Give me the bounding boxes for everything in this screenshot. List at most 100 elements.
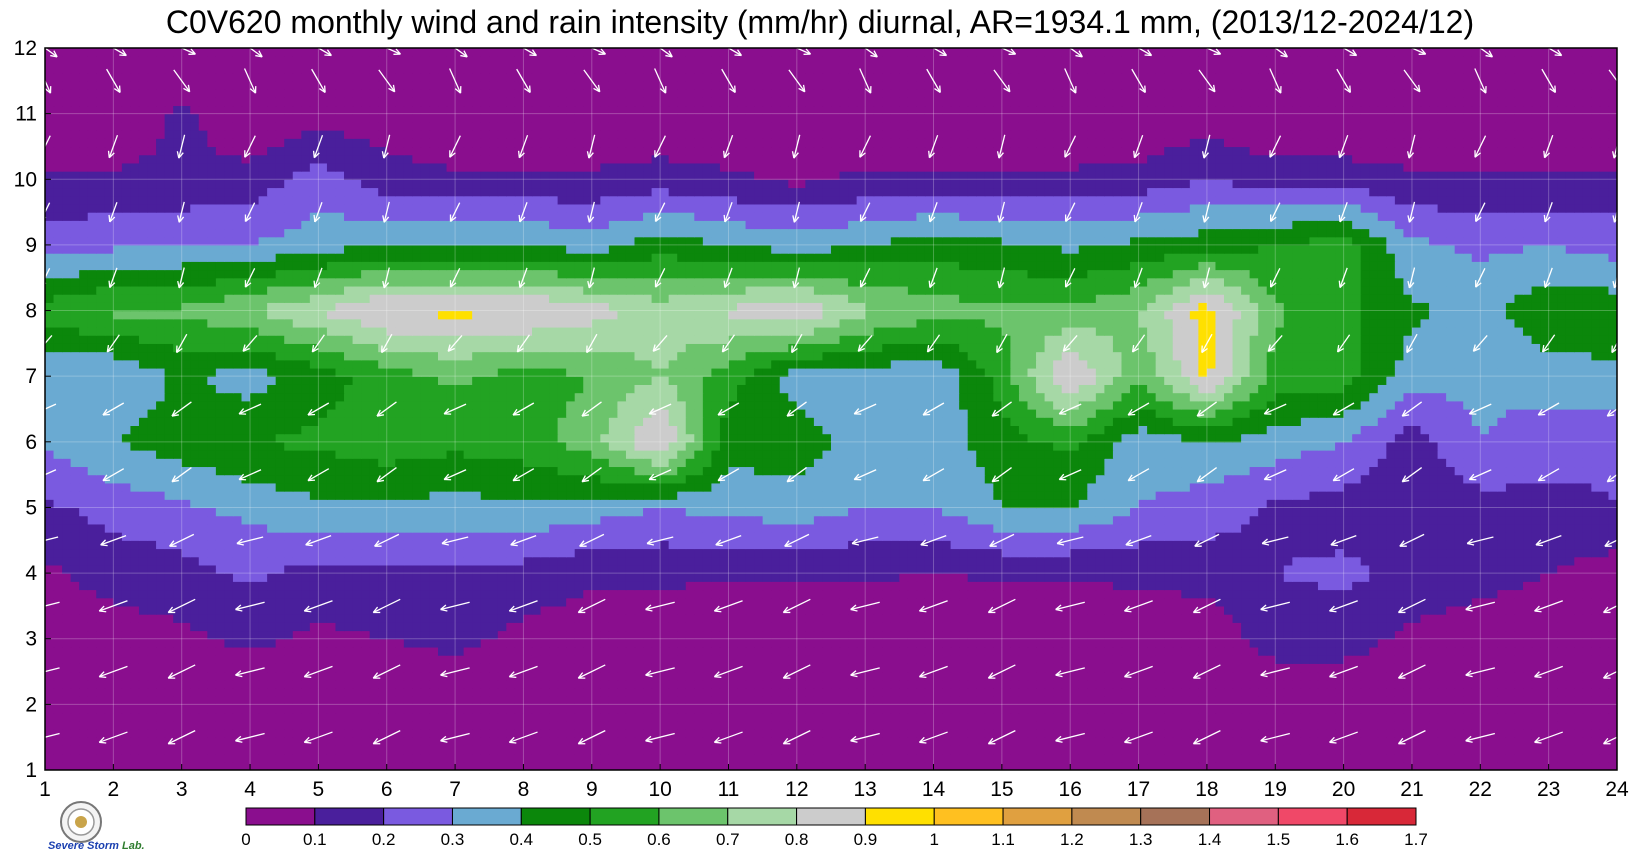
heat-cell [335, 712, 345, 722]
heat-cell [762, 704, 772, 714]
heat-cell [677, 548, 687, 558]
heat-cell [1164, 581, 1174, 591]
heat-cell [1317, 737, 1328, 746]
heat-cell [1241, 671, 1251, 681]
heat-cell [745, 761, 755, 770]
heat-cell [138, 761, 149, 770]
heat-cell [1061, 704, 1071, 714]
heat-cell [745, 622, 755, 632]
heat-cell [1258, 704, 1268, 714]
heat-cell [1036, 614, 1046, 623]
heat-cell [1181, 581, 1191, 591]
heat-cell [1540, 556, 1550, 566]
heat-cell [1557, 696, 1567, 705]
heat-cell [361, 622, 371, 632]
heat-cell [361, 548, 371, 558]
heat-cell [745, 605, 755, 615]
heat-cell [1514, 548, 1524, 558]
heat-cell [309, 761, 319, 770]
heat-cell [899, 614, 909, 623]
heat-cell [1488, 581, 1498, 591]
heat-cell [352, 622, 362, 632]
heat-cell [164, 696, 174, 705]
heat-cell [651, 597, 661, 607]
heat-cell [173, 663, 183, 673]
heat-cell [745, 745, 755, 755]
heat-cell [1181, 761, 1191, 770]
heat-cell [1121, 761, 1131, 770]
heat-cell [617, 655, 627, 664]
heat-cell [831, 753, 841, 763]
heat-cell [1147, 564, 1157, 574]
heat-cell [1053, 712, 1063, 722]
heat-cell [241, 556, 251, 566]
heat-cell [1070, 696, 1080, 705]
heat-cell [924, 655, 935, 664]
heat-cell [1488, 605, 1498, 615]
heat-cell [53, 704, 63, 714]
heat-cell [335, 704, 345, 714]
heat-cell [1001, 753, 1012, 763]
heat-cell [1505, 573, 1516, 582]
heat-cell [62, 581, 72, 591]
heat-cell [164, 622, 174, 632]
heat-cell [822, 696, 832, 705]
heat-cell [403, 687, 413, 697]
heat-cell [779, 753, 789, 763]
heat-cell [1018, 589, 1029, 599]
heat-cell [173, 737, 183, 746]
heat-cell [1471, 622, 1481, 632]
heat-cell [651, 663, 661, 673]
heat-cell [121, 679, 132, 689]
heat-cell [147, 696, 157, 705]
heat-cell [1010, 737, 1020, 746]
heat-cell [1198, 753, 1208, 763]
heat-cell [1078, 720, 1088, 730]
heat-cell [1446, 737, 1456, 746]
heat-cell [557, 679, 567, 689]
heat-cell [617, 564, 627, 574]
heat-cell [326, 581, 337, 591]
heat-cell [702, 605, 712, 615]
heat-cell [53, 581, 63, 591]
heat-cell [711, 581, 721, 591]
heat-cell [121, 753, 132, 763]
heat-cell [1403, 696, 1413, 705]
heat-cell [1061, 614, 1071, 623]
heat-cell [1548, 745, 1558, 755]
heat-cell [950, 564, 960, 574]
heat-cell [1317, 696, 1328, 705]
heat-cell [275, 540, 285, 550]
heat-cell [677, 687, 687, 697]
heat-cell [890, 655, 900, 664]
heat-cell [711, 630, 721, 640]
heat-cell [369, 646, 379, 656]
heat-cell [1394, 655, 1405, 664]
heat-cell [1061, 630, 1071, 640]
heat-cell [1147, 687, 1157, 697]
heat-cell [1001, 712, 1012, 722]
heat-cell [104, 540, 114, 550]
heat-cell [1001, 622, 1012, 632]
heat-cell [1463, 597, 1473, 607]
heat-cell [959, 696, 969, 705]
heat-cell [395, 745, 405, 755]
heat-cell [625, 737, 636, 746]
heat-cell [1224, 696, 1234, 705]
heat-cell [344, 548, 354, 558]
heat-cell [412, 655, 422, 664]
heat-cell [267, 638, 277, 648]
heat-cell [1036, 671, 1046, 681]
heat-cell [1497, 687, 1507, 697]
heat-cell [412, 728, 422, 738]
heat-cell [275, 614, 285, 623]
heat-cell [890, 671, 900, 681]
heat-cell [1446, 753, 1456, 763]
heat-cell [625, 564, 636, 574]
heat-cell [309, 720, 319, 730]
heat-cell [121, 548, 132, 558]
heat-cell [45, 753, 55, 763]
heat-cell [1335, 712, 1345, 722]
heat-cell [771, 704, 781, 714]
heat-cell [198, 728, 208, 738]
